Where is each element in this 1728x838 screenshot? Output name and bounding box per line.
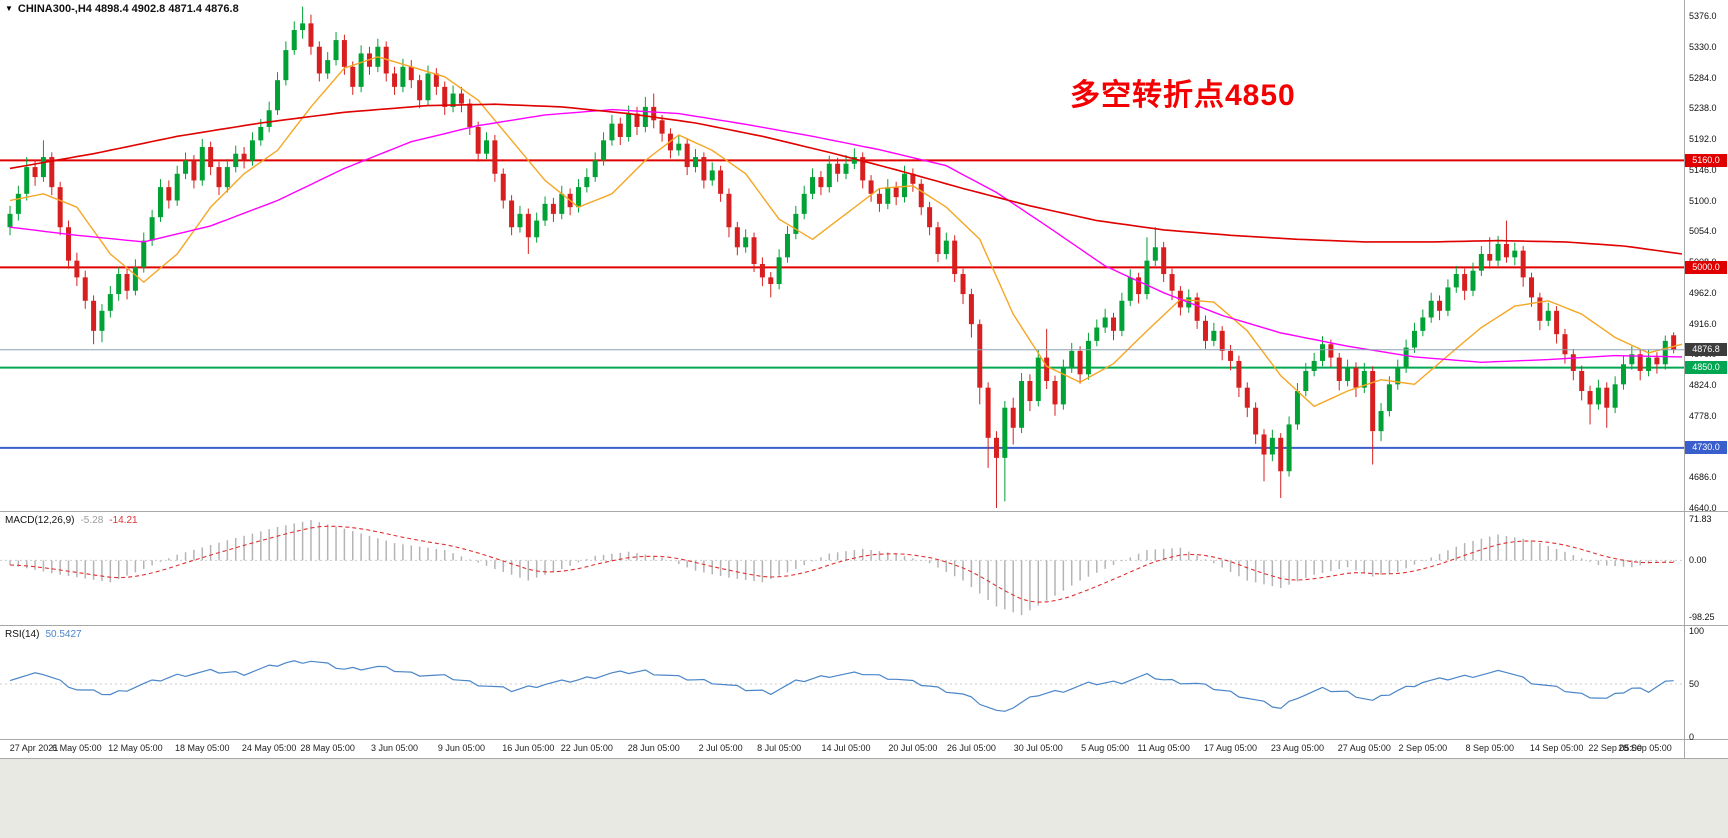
price-axis-label: 4824.0	[1689, 380, 1717, 390]
level-price-tag: 5160.0	[1685, 153, 1727, 167]
date-label: 30 Jul 05:00	[1013, 743, 1063, 753]
date-label: 27 Aug 05:00	[1337, 743, 1391, 753]
price-axis-label: 4778.0	[1689, 410, 1717, 421]
date-label: 23 Aug 05:00	[1270, 743, 1324, 753]
date-label: 12 May 05:00	[108, 743, 163, 753]
date-label: 14 Sep 05:00	[1529, 743, 1584, 753]
rsi-axis-label: 100	[1689, 626, 1705, 636]
chart-annotation-text[interactable]: 多空转折点4850	[1070, 79, 1296, 112]
date-label: 24 May 05:00	[241, 743, 297, 753]
date-label: 8 Sep 05:00	[1465, 743, 1514, 753]
rsi-axis-label: 50	[1689, 679, 1700, 689]
date-label: 2 Sep 05:00	[1398, 743, 1448, 753]
date-label: 27 Apr 2021	[9, 743, 59, 753]
time-axis[interactable]: 27 Apr 2021 6 May 05:00 12 May 05:00 18 May…	[0, 739, 1684, 758]
macd-axis-label: 71.83	[1689, 514, 1712, 524]
macd-signal-value: -14.21	[109, 515, 138, 526]
date-label: 22 Sep 05:00	[1588, 743, 1642, 753]
macd-indicator-label: MACD(12,26,9) -5.28 -14.21	[5, 515, 138, 526]
date-label: 11 Aug 05:00	[1137, 743, 1190, 753]
macd-name: MACD(12,26,9)	[5, 515, 75, 526]
date-label: 6 May 05:00	[52, 743, 102, 753]
date-label: 2 Jul 05:00	[698, 743, 743, 753]
rsi-indicator-label: RSI(14) 50.5427	[5, 629, 82, 640]
price-axis-label: 4962.0	[1689, 287, 1717, 298]
date-label: 16 Jun 05:00	[502, 743, 555, 753]
symbol-info: ▼ CHINA300-,H4 4898.4 4902.8 4871.4 4876…	[5, 3, 239, 15]
price-axis-label: 5238.0	[1689, 103, 1717, 114]
level-price-tag: 5000.0	[1685, 260, 1727, 274]
level-price-tag: 4730.0	[1685, 441, 1727, 455]
macd-axis-label: -98.25	[1689, 612, 1715, 622]
macd-main-value: -5.28	[80, 515, 104, 526]
date-label: 20 Jul 05:00	[888, 743, 938, 753]
macd-axis-label: 0.00	[1689, 555, 1707, 566]
symbol-dropdown-icon[interactable]: ▼	[5, 4, 13, 13]
price-axis-label: 5146.0	[1689, 164, 1717, 175]
date-label: 9 Jun 05:00	[437, 743, 485, 753]
date-label: 17 Aug 05:00	[1204, 743, 1258, 753]
date-label: 18 May 05:00	[174, 743, 230, 753]
date-label: 28 Sep 05:00	[1618, 743, 1672, 753]
price-axis-label: 5054.0	[1689, 226, 1717, 237]
price-axis-label: 4640.0	[1689, 503, 1717, 513]
price-axis-label: 4686.0	[1689, 472, 1717, 483]
rsi-value: 50.5427	[45, 629, 82, 640]
price-axis[interactable]: 5376.0 5330.0 5284.0 5238.0 5192.0 5146.0 5100…	[1684, 0, 1728, 758]
price-axis-label: 5192.0	[1689, 134, 1717, 144]
price-axis-label: 5100.0	[1689, 195, 1717, 206]
date-label: 14 Jul 05:00	[821, 743, 871, 753]
date-label: 28 Jun 05:00	[627, 743, 680, 753]
rsi-axis-label: 0	[1689, 732, 1695, 742]
current-price-tag: 4876.8	[1685, 343, 1727, 357]
price-axis-label: 4916.0	[1689, 318, 1717, 329]
date-label: 5 Aug 05:00	[1081, 743, 1130, 753]
price-axis-label: 5330.0	[1689, 41, 1717, 52]
level-price-tag: 4850.0	[1685, 361, 1727, 375]
date-label: 3 Jun 05:00	[371, 743, 419, 753]
date-label: 22 Jun 05:00	[560, 743, 613, 753]
symbol-ohlc-text: CHINA300-,H4 4898.4 4902.8 4871.4 4876.8	[17, 3, 239, 15]
date-label: 28 May 05:00	[300, 743, 355, 753]
rsi-name: RSI(14)	[5, 629, 40, 640]
price-axis-label: 5284.0	[1689, 72, 1717, 83]
date-label: 26 Jul 05:00	[946, 743, 996, 753]
price-axis-label: 5376.0	[1689, 11, 1717, 21]
date-label: 8 Jul 05:00	[757, 743, 802, 753]
